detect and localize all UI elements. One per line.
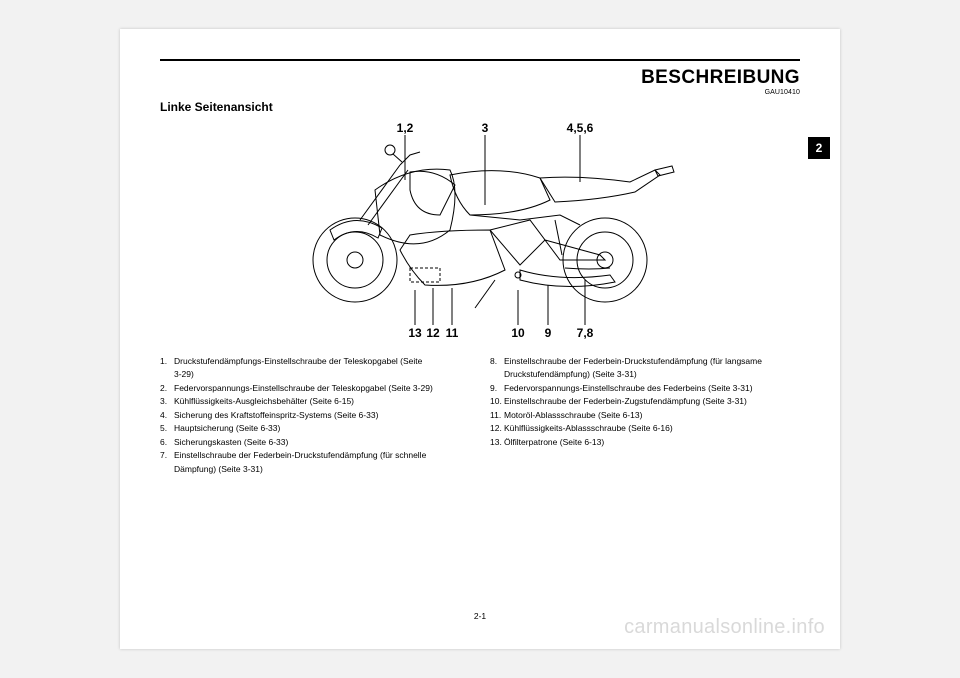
legend-item-text: Ölfilterpatrone (Seite 6-13) — [504, 437, 604, 448]
legend-item-cont: Druckstufendämpfung) (Seite 3-31) — [490, 369, 800, 380]
legend-item-text: Einstellschraube der Federbein-Druckstuf… — [174, 450, 426, 461]
legend-item: 1.Druckstufendämpfungs-Einstellschraube … — [160, 356, 470, 367]
legend-item-cont: 3-29) — [160, 369, 470, 380]
legend-item-cont: Dämpfung) (Seite 3-31) — [160, 464, 470, 475]
doc-code: GAU10410 — [160, 89, 800, 96]
legend-item-text: Sicherung des Kraftstoffeinspritz-System… — [174, 410, 378, 421]
title-row: BESCHREIBUNG — [160, 67, 800, 89]
legend-right-col: 8.Einstellschraube der Federbein-Druckst… — [490, 356, 800, 477]
svg-text:12: 12 — [426, 326, 440, 340]
legend-item: 4.Sicherung des Kraftstoffeinspritz-Syst… — [160, 410, 470, 421]
svg-text:10: 10 — [511, 326, 525, 340]
legend-left-col: 1.Druckstufendämpfungs-Einstellschraube … — [160, 356, 470, 477]
legend-item-number: 3. — [160, 396, 174, 407]
legend-item: 10.Einstellschraube der Federbein-Zugstu… — [490, 396, 800, 407]
svg-text:4,5,6: 4,5,6 — [567, 121, 594, 135]
legend-item: 7.Einstellschraube der Federbein-Druckst… — [160, 450, 470, 461]
legend-item-number: 8. — [490, 356, 504, 367]
legend-item-text: Motoröl-Ablassschraube (Seite 6-13) — [504, 410, 642, 421]
legend-item: 2.Federvorspannungs-Einstellschraube der… — [160, 383, 470, 394]
page-heading: BESCHREIBUNG — [641, 67, 800, 89]
legend-item: 9.Federvorspannungs-Einstellschraube des… — [490, 383, 800, 394]
legend-item-text: Einstellschraube der Federbein-Zugstufen… — [504, 396, 747, 407]
legend-item: 13.Ölfilterpatrone (Seite 6-13) — [490, 437, 800, 448]
legend-item-text: Federvorspannungs-Einstellschraube des F… — [504, 383, 753, 394]
legend-item-number: 13. — [490, 437, 504, 448]
legend-item-text: Kühlflüssigkeits-Ausgleichsbehälter (Sei… — [174, 396, 354, 407]
svg-text:3: 3 — [482, 121, 489, 135]
manual-page: BESCHREIBUNG GAU10410 Linke Seitenansich… — [120, 29, 840, 649]
motorcycle-figure: 1,2 3 4,5,6 13 12 11 10 9 7,8 — [260, 120, 700, 350]
legend-item-number: 7. — [160, 450, 174, 461]
legend-item-text-cont: Dämpfung) (Seite 3-31) — [160, 464, 263, 475]
legend-item-number: 4. — [160, 410, 174, 421]
section-subhead: Linke Seitenansicht — [160, 100, 800, 114]
legend-item-number: 9. — [490, 383, 504, 394]
legend-item-text-cont: Druckstufendämpfung) (Seite 3-31) — [490, 369, 637, 380]
legend-item: 6.Sicherungskasten (Seite 6-33) — [160, 437, 470, 448]
legend-item-text: Federvorspannungs-Einstellschraube der T… — [174, 383, 433, 394]
motorcycle-svg: 1,2 3 4,5,6 13 12 11 10 9 7,8 — [260, 120, 700, 350]
legend-item-number: 2. — [160, 383, 174, 394]
chapter-tab: 2 — [808, 137, 830, 159]
legend-item-number: 12. — [490, 423, 504, 434]
svg-text:7,8: 7,8 — [577, 326, 594, 340]
legend-item-number: 6. — [160, 437, 174, 448]
legend-item: 3.Kühlflüssigkeits-Ausgleichsbehälter (S… — [160, 396, 470, 407]
svg-text:9: 9 — [545, 326, 552, 340]
legend-columns: 1.Druckstufendämpfungs-Einstellschraube … — [160, 356, 800, 477]
legend-item: 12.Kühlflüssigkeits-Ablassschraube (Seit… — [490, 423, 800, 434]
legend-item-text: Druckstufendämpfungs-Einstellschraube de… — [174, 356, 422, 367]
legend-item-text: Einstellschraube der Federbein-Druckstuf… — [504, 356, 762, 367]
legend-item-number: 5. — [160, 423, 174, 434]
legend-item-text: Sicherungskasten (Seite 6-33) — [174, 437, 288, 448]
legend-item: 8.Einstellschraube der Federbein-Druckst… — [490, 356, 800, 367]
legend-item: 5.Hauptsicherung (Seite 6-33) — [160, 423, 470, 434]
svg-text:13: 13 — [408, 326, 422, 340]
legend-item-text: Hauptsicherung (Seite 6-33) — [174, 423, 280, 434]
legend-item-number: 10. — [490, 396, 504, 407]
page-number: 2-1 — [120, 611, 840, 621]
legend-item-text-cont: 3-29) — [160, 369, 194, 380]
legend-item-number: 1. — [160, 356, 174, 367]
svg-text:11: 11 — [446, 326, 459, 340]
legend-item-number: 11. — [490, 410, 504, 421]
svg-text:1,2: 1,2 — [397, 121, 414, 135]
legend-item-text: Kühlflüssigkeits-Ablassschraube (Seite 6… — [504, 423, 673, 434]
legend-item: 11.Motoröl-Ablassschraube (Seite 6-13) — [490, 410, 800, 421]
top-rule — [160, 59, 800, 61]
